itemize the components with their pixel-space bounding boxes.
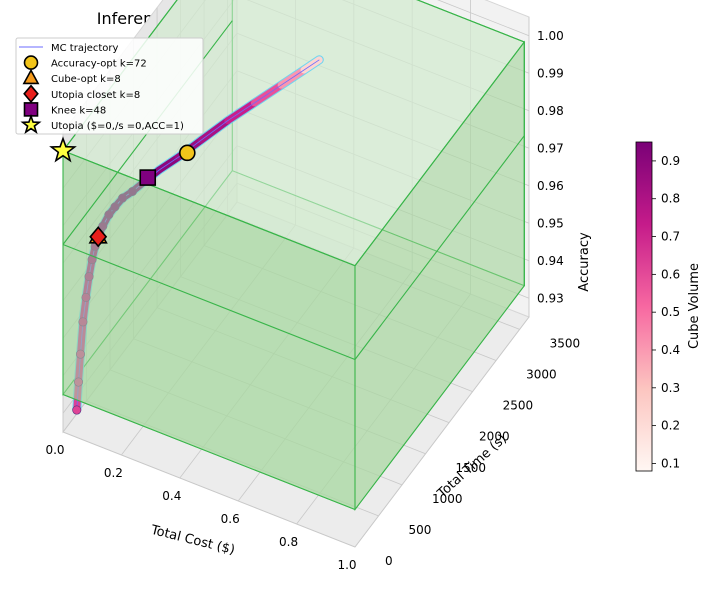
colorbar-tick-label: 0.9 <box>661 154 680 168</box>
colorbar-tick-label: 0.7 <box>661 230 680 244</box>
legend: MC trajectory Accuracy-opt k=72 Cube-opt k… <box>15 37 204 135</box>
y-gridline <box>62 431 356 548</box>
legend-label: Utopia ($=0,/s =0,ACC=1) <box>51 121 184 132</box>
box-inner-edge <box>62 243 356 361</box>
colorbar-tick-label: 0.2 <box>661 419 680 433</box>
box-edge <box>354 41 525 267</box>
y-axis-label: Total Time (s) <box>434 432 510 502</box>
colorbar-tick-label: 0.1 <box>661 456 680 470</box>
legend-label: Utopia closet k=8 <box>51 90 140 101</box>
legend-label: Accuracy-opt k=72 <box>51 59 147 70</box>
y-tick-label: 0 <box>385 554 393 568</box>
marker-square <box>139 169 157 186</box>
colorbar-tick-label: 0.8 <box>661 192 680 206</box>
box-edge <box>62 150 356 267</box>
legend-marker-diamond <box>23 84 39 104</box>
y-tick-label: 3000 <box>526 368 557 382</box>
colorbar-tick-label: 0.4 <box>661 343 680 357</box>
z-gridline <box>437 0 530 37</box>
x-tick-label: 0.2 <box>104 466 123 480</box>
legend-label: Cube-opt k=8 <box>51 74 121 85</box>
colorbar-tick-label: 0.5 <box>661 305 680 319</box>
z-tick-label: 0.98 <box>537 104 564 118</box>
x-tick-label: 0.0 <box>45 443 64 457</box>
box-inner-edge <box>354 135 525 360</box>
z-tick-label: 0.95 <box>537 216 564 230</box>
y-tick-label: 2000 <box>479 430 510 444</box>
z-tick-label: 0.99 <box>537 66 564 80</box>
x-tick-label: 0.6 <box>221 512 240 526</box>
y-tick-label: 1500 <box>456 461 487 475</box>
z-axis-label: Accuracy <box>577 232 592 292</box>
legend-frame <box>15 37 204 135</box>
trajectory-point <box>72 405 82 415</box>
z-tick-label: 0.96 <box>537 179 564 193</box>
colorbar: 0.1 0.2 0.3 0.4 0.5 0.6 0.7 0.8 0.9 Cube Volume <box>635 141 702 472</box>
marker-diamond <box>89 226 108 248</box>
colorbar-tick-label: 0.3 <box>661 381 680 395</box>
x-gridline <box>354 316 530 548</box>
colorbar-label: Cube Volume <box>687 263 702 349</box>
marker-circle <box>179 144 196 162</box>
legend-marker-circle <box>23 55 39 70</box>
legend-marker-triangle <box>22 68 40 85</box>
x-tick-label: 0.8 <box>279 535 298 549</box>
marker-star <box>49 136 77 163</box>
legend-marker-star <box>20 113 42 135</box>
z-tick-label: 1.00 <box>537 29 564 43</box>
legend-label: Knee k=48 <box>51 105 106 116</box>
y-tick-label: 3500 <box>550 336 581 350</box>
y-tick-label: 500 <box>409 523 432 537</box>
box-edge <box>416 0 525 43</box>
colorbar-gradient <box>635 141 653 472</box>
z-tick-label: 0.97 <box>537 141 564 155</box>
x-tick-label: 1.0 <box>337 558 356 572</box>
x-axis-label: Total Cost ($) <box>148 523 236 559</box>
colorbar-tick-label: 0.6 <box>661 267 680 281</box>
feasible-box-front <box>62 0 525 511</box>
y-tick-label: 2500 <box>503 399 534 413</box>
legend-label: MC trajectory <box>51 43 119 54</box>
optima-markers <box>49 136 196 248</box>
z-tick-label: 0.94 <box>537 254 564 268</box>
z-tick-label: 0.93 <box>537 291 564 305</box>
x-tick-label: 0.4 <box>162 489 181 503</box>
y-tick-label: 1000 <box>432 492 463 506</box>
z-axis: 0.93 0.94 0.95 0.96 0.97 0.98 0.99 1.00 Accurac… <box>537 29 592 306</box>
